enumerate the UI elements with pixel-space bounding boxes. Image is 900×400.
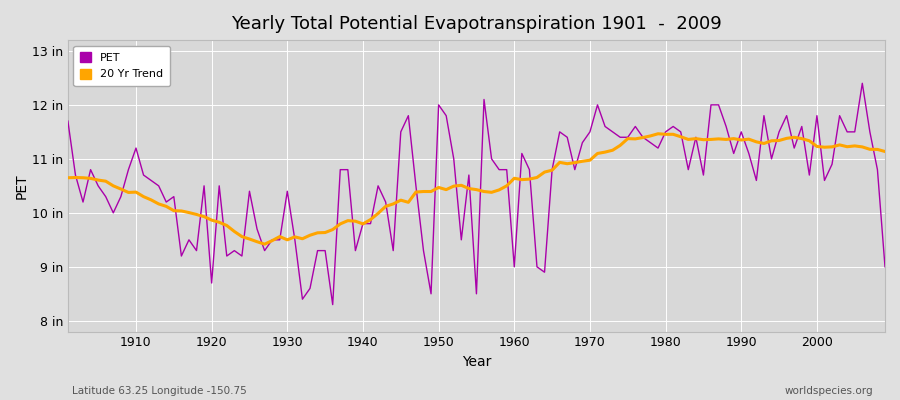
X-axis label: Year: Year: [462, 355, 491, 369]
Y-axis label: PET: PET: [15, 173, 29, 199]
Legend: PET, 20 Yr Trend: PET, 20 Yr Trend: [74, 46, 170, 86]
Title: Yearly Total Potential Evapotranspiration 1901  -  2009: Yearly Total Potential Evapotranspiratio…: [231, 15, 722, 33]
Text: worldspecies.org: worldspecies.org: [785, 386, 873, 396]
Text: Latitude 63.25 Longitude -150.75: Latitude 63.25 Longitude -150.75: [72, 386, 247, 396]
